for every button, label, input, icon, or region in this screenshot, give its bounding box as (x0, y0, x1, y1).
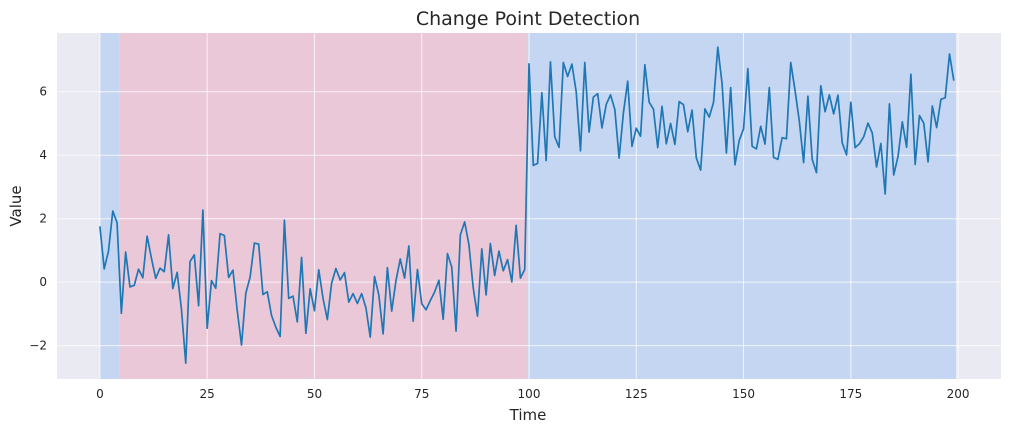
segment-region-0 (99, 33, 120, 379)
y-tick-label: −2 (29, 339, 47, 353)
x-tick-label: 200 (947, 387, 970, 401)
chart-title: Change Point Detection (416, 8, 640, 30)
segment-region-1 (119, 33, 527, 379)
y-tick-labels: −2 0 2 4 6 (29, 85, 47, 353)
x-tick-label: 75 (414, 387, 429, 401)
grid-lines (57, 33, 1001, 379)
x-tick-label: 175 (839, 387, 862, 401)
x-tick-labels: 0 25 50 75 100 125 150 175 200 (96, 387, 969, 401)
segment-region-2 (526, 33, 956, 379)
x-tick-label: 100 (518, 387, 541, 401)
y-tick-label: 2 (39, 212, 47, 226)
y-tick-label: 4 (39, 148, 47, 162)
x-tick-label: 50 (307, 387, 322, 401)
x-tick-label: 150 (732, 387, 755, 401)
x-axis-label: Time (509, 406, 547, 424)
x-tick-label: 25 (200, 387, 215, 401)
series-layer (99, 46, 955, 364)
series-line-0 (99, 46, 955, 364)
y-tick-label: 0 (39, 275, 47, 289)
x-tick-label: 0 (96, 387, 104, 401)
x-tick-label: 125 (625, 387, 648, 401)
y-tick-label: 6 (39, 85, 47, 99)
y-axis-label: Value (7, 185, 25, 226)
